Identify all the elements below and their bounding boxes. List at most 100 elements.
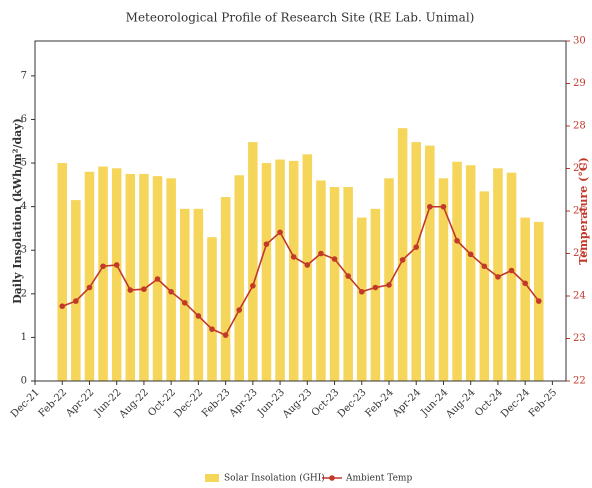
temp-marker xyxy=(454,237,460,244)
plot-frame xyxy=(34,40,567,382)
bar xyxy=(452,161,462,381)
bar xyxy=(98,166,108,381)
bar xyxy=(180,208,190,381)
y2-tick-label: 30 xyxy=(573,36,586,47)
y-tick-label: 1 xyxy=(21,332,27,343)
bar xyxy=(384,178,394,381)
bar xyxy=(111,168,122,381)
bar xyxy=(261,163,272,381)
x-tick-label: Feb-23 xyxy=(200,387,232,419)
bar xyxy=(397,128,408,381)
y-tick-label: 6 xyxy=(21,114,27,125)
temp-marker xyxy=(427,203,433,210)
x-tick-label: Aug-23 xyxy=(280,387,314,421)
bar xyxy=(71,200,81,381)
x-tick-label: Feb-25 xyxy=(527,387,559,419)
temp-marker xyxy=(522,280,528,287)
bar xyxy=(248,142,258,381)
bar xyxy=(438,178,449,381)
y-tick-label: 3 xyxy=(21,245,27,256)
y-tick-label: 4 xyxy=(21,201,27,212)
temp-marker xyxy=(508,267,515,274)
temp-marker xyxy=(372,284,379,291)
y2-tick-label: 25 xyxy=(573,248,586,259)
bar xyxy=(166,178,176,381)
x-tick-label: Aug-24 xyxy=(444,387,478,421)
y2-tick-label: 24 xyxy=(573,291,586,302)
x-tick-label: Dec-21 xyxy=(9,387,42,420)
temp-marker xyxy=(236,307,243,313)
legend-label: Ambient Temp xyxy=(345,474,412,484)
legend-marker xyxy=(329,475,335,481)
x-tick-label: Apr-23 xyxy=(227,387,260,420)
bar xyxy=(343,187,353,381)
bar xyxy=(479,191,490,381)
temp-marker xyxy=(535,298,542,304)
y2-tick-label: 23 xyxy=(573,333,586,344)
bar xyxy=(220,197,231,381)
temp-marker xyxy=(195,313,202,319)
bar xyxy=(234,175,244,381)
x-tick-label: Apr-24 xyxy=(390,387,423,420)
bar xyxy=(329,187,340,381)
bar xyxy=(506,172,517,381)
y2-tick-label: 29 xyxy=(573,78,586,89)
temp-marker xyxy=(331,256,338,262)
y2-tick-label: 27 xyxy=(573,163,586,174)
temp-marker xyxy=(358,288,365,295)
temp-marker xyxy=(250,283,256,289)
bar xyxy=(465,165,476,381)
temp-marker xyxy=(413,244,420,250)
y-tick-label: 2 xyxy=(21,288,27,299)
temp-marker xyxy=(181,300,188,306)
y-tick-label: 0 xyxy=(21,376,27,387)
bar xyxy=(57,163,67,381)
legend-swatch xyxy=(205,474,219,482)
temp-marker xyxy=(59,303,66,310)
legend-label: Solar Insolation (GHI) xyxy=(224,473,325,484)
bar xyxy=(125,173,136,381)
x-tick-label: Aug-22 xyxy=(117,387,151,421)
bar xyxy=(425,145,435,381)
x-tick-label: Feb-24 xyxy=(363,387,395,419)
temp-marker xyxy=(440,203,447,210)
y2-axis-label: Temperature (°C) xyxy=(577,157,590,265)
temp-marker xyxy=(277,229,283,236)
bar xyxy=(288,160,299,381)
bar xyxy=(316,180,326,381)
bar xyxy=(139,173,149,381)
x-tick-label: Apr-22 xyxy=(63,387,96,420)
temp-marker xyxy=(467,251,474,258)
bar xyxy=(357,217,367,381)
temp-marker xyxy=(168,288,174,295)
y-tick-label: 7 xyxy=(21,70,27,81)
x-tick-label: Dec-23 xyxy=(336,387,369,420)
temp-marker xyxy=(141,286,147,293)
temp-marker xyxy=(263,241,270,247)
temp-marker xyxy=(154,276,161,282)
temp-marker xyxy=(318,250,324,257)
x-tick-label: Dec-24 xyxy=(499,387,532,420)
bar xyxy=(275,159,285,381)
temp-marker xyxy=(113,262,120,268)
temp-marker xyxy=(290,254,297,260)
temp-marker xyxy=(386,282,392,288)
temp-marker xyxy=(304,262,311,268)
x-tick-label: Dec-22 xyxy=(172,387,205,420)
bar xyxy=(370,208,381,381)
temp-marker xyxy=(222,332,229,338)
y-tick-label: 5 xyxy=(21,158,27,169)
temp-marker xyxy=(100,263,106,270)
bar xyxy=(411,142,421,381)
temp-marker xyxy=(399,257,406,263)
bar xyxy=(193,208,204,381)
temp-marker xyxy=(345,273,351,279)
y2-tick-label: 22 xyxy=(573,376,586,387)
x-tick-label: Feb-22 xyxy=(37,387,69,419)
y2-tick-label: 26 xyxy=(573,206,586,217)
bar xyxy=(520,217,530,381)
temp-marker xyxy=(86,284,93,291)
temp-marker xyxy=(73,298,79,304)
temp-marker xyxy=(127,287,134,293)
